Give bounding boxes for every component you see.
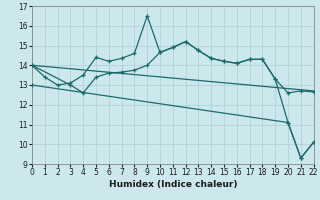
X-axis label: Humidex (Indice chaleur): Humidex (Indice chaleur) <box>108 180 237 189</box>
